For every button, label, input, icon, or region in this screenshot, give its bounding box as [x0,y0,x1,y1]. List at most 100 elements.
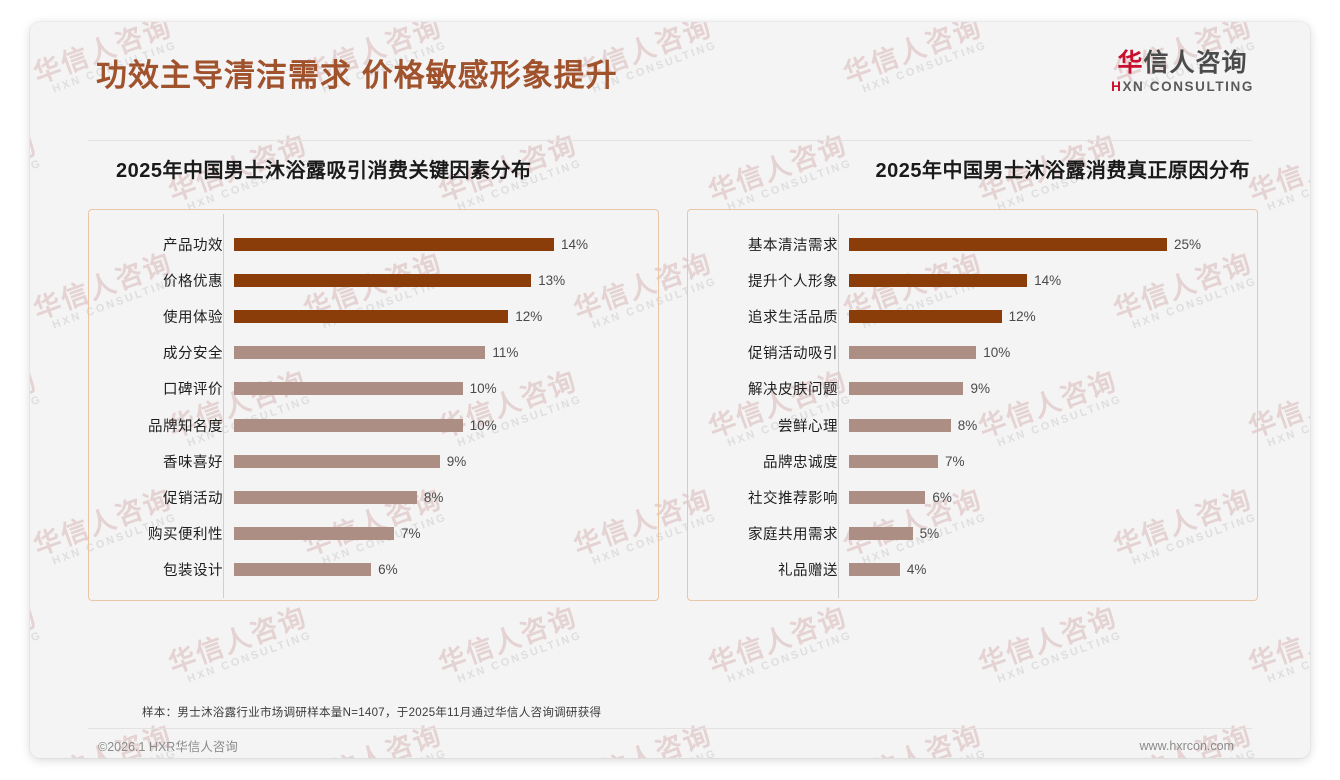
bar-value-label: 14% [1034,272,1062,288]
logo-chinese-text: 华信人咨询 [1111,50,1254,76]
bar-value-label: 13% [538,272,566,288]
bar-category-label: 成分安全 [163,346,223,363]
bar-category-label: 包装设计 [163,563,223,580]
bar-value-label: 5% [919,526,940,542]
chart-bar-row: 品牌知名度 10% [99,410,648,440]
logo-char-hua: 华 [1117,49,1144,77]
bar-track: 10% [234,418,648,433]
bar-category-label: 促销活动 [163,490,223,507]
bar-category-label: 价格优惠 [163,273,223,290]
bar-category-label: 促销活动吸引 [748,346,838,363]
bar-value-label: 8% [423,489,444,505]
chart-axis-line [223,214,224,598]
bar-category-label: 品牌知名度 [148,418,223,435]
chart-bar-row: 使用体验 12% [99,301,648,331]
chart-column-left: 2025年中国男士沐浴露吸引消费关键因素分布 产品功效 14% 价格优惠 13% 使用体… [30,154,673,601]
bar-category-label: 品牌忠诚度 [763,454,838,471]
chart-bar-row: 价格优惠 13% [99,265,648,295]
bar-value-label: 10% [469,381,497,397]
watermark-cn: 华信人咨询 [164,601,312,680]
bar-track: 14% [849,273,1247,288]
watermark-cn: 华信人咨询 [704,601,852,680]
bar-track: 25% [849,237,1247,252]
chart-bar-row: 香味喜好 9% [99,446,648,476]
watermark-cn: 华信人咨询 [1244,601,1310,680]
bar-track: 9% [849,381,1247,396]
watermark-cn: 华信人咨询 [974,601,1122,680]
charts-container: 2025年中国男士沐浴露吸引消费关键因素分布 产品功效 14% 价格优惠 13% 使用体… [30,154,1310,601]
bar-value-label: 6% [378,562,398,578]
slide-canvas: 华信人咨询 HXN CONSULTING 华信人咨询 HXN CONSULTING 华信… [30,22,1310,758]
logo-en-rest: XN CONSULTING [1122,79,1254,95]
bar-category-label: 家庭共用需求 [748,527,838,544]
bar-value-label: 8% [957,417,978,433]
bar-category-label: 基本清洁需求 [748,237,838,254]
bar-segment [849,418,951,432]
bar-value-label: 12% [515,308,543,324]
bar-segment [234,454,440,468]
bar-segment [849,527,913,541]
bar-category-label: 购买便利性 [148,527,223,544]
watermark-cn: 华信人咨询 [30,601,42,680]
chart-bar-row: 成分安全 11% [99,338,648,368]
website-url: www.hxrcon.com [1139,738,1234,753]
bar-value-label: 6% [932,489,952,505]
footer-divider [88,728,1252,729]
bar-segment [234,418,463,432]
bar-category-label: 解决皮肤问题 [748,382,838,399]
bar-category-label: 使用体验 [163,309,223,326]
bar-segment [234,346,486,360]
bar-segment [234,309,509,323]
bar-category-label: 产品功效 [163,237,223,254]
chart-panel-right: 基本清洁需求 25% 提升个人形象 14% 追求生活品质 12% 促销活动吸引 10% 解决皮肤… [687,209,1258,601]
bar-track: 8% [234,490,648,505]
logo-english-text: HXN CONSULTING [1111,79,1254,94]
bar-segment [849,490,926,504]
chart-bar-row: 促销活动吸引 10% [698,338,1247,368]
chart-bar-row: 包装设计 6% [99,555,648,585]
bar-category-label: 追求生活品质 [748,309,838,326]
chart-axis-line [838,214,839,598]
bar-segment [849,237,1167,251]
bar-value-label: 4% [906,562,927,578]
logo-chars-rest: 信人咨询 [1143,49,1248,77]
watermark-en: HXN CONSULTING [995,629,1124,686]
bar-track: 4% [849,562,1247,577]
chart-bar-row: 解决皮肤问题 9% [698,374,1247,404]
bar-track: 6% [234,562,648,577]
chart-title-left: 2025年中国男士沐浴露吸引消费关键因素分布 [116,160,532,182]
bar-segment [849,454,939,468]
bar-track: 10% [849,345,1247,360]
bar-value-label: 9% [970,381,990,397]
chart-bar-row: 品牌忠诚度 7% [698,446,1247,476]
bar-value-label: 25% [1174,236,1202,252]
bar-value-label: 10% [469,417,497,433]
bar-track: 7% [849,454,1247,469]
bar-category-label: 尝鲜心理 [778,418,838,435]
bar-value-label: 12% [1008,308,1036,324]
slide-footer: ©2026.1 HXR华信人咨询 www.hxrcon.com [88,736,1252,755]
chart-panel-left: 产品功效 14% 价格优惠 13% 使用体验 12% 成分安全 11% 口碑评价 10% 品牌知名度… [88,209,659,601]
chart-bar-row: 基本清洁需求 25% [698,229,1247,259]
bar-category-label: 口碑评价 [163,382,223,399]
bar-value-label: 10% [983,345,1011,361]
bar-track: 6% [849,490,1247,505]
bar-segment [234,527,394,541]
watermark-en: HXN CONSULTING [30,629,44,685]
chart-bar-row: 尝鲜心理 8% [698,410,1247,440]
watermark-en: HXN CONSULTING [1265,629,1310,686]
bar-segment [234,563,372,577]
bar-category-label: 香味喜好 [163,454,223,471]
bar-value-label: 7% [945,453,965,469]
bar-segment [849,382,964,396]
chart-bar-row: 追求生活品质 12% [698,301,1247,331]
bar-segment [234,490,417,504]
bar-segment [849,309,1002,323]
bar-category-label: 提升个人形象 [748,273,838,290]
bar-segment [849,563,900,577]
slide-header: 功效主导清洁需求 价格敏感形象提升 华信人咨询 HXN CONSULTING [30,22,1310,118]
